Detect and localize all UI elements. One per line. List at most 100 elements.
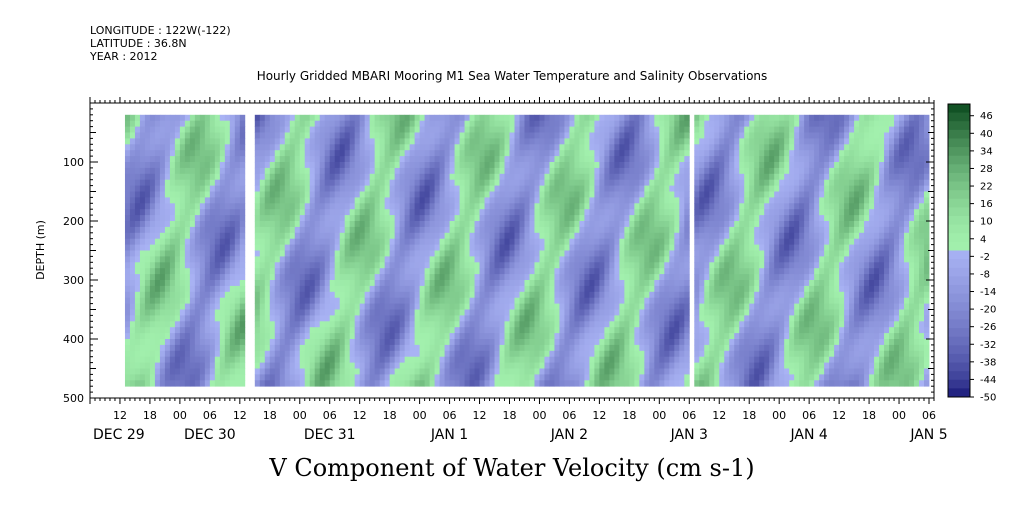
heat-cell <box>139 138 146 145</box>
heat-cell <box>454 114 460 122</box>
heat-cell <box>369 144 376 151</box>
heat-cell <box>664 291 670 299</box>
heat-cell <box>559 132 565 139</box>
heat-cell <box>404 262 411 269</box>
heat-cell <box>509 344 515 352</box>
heat-cell <box>559 167 565 175</box>
heat-cell <box>454 374 460 381</box>
heat-cell <box>629 173 635 181</box>
heat-cell <box>564 344 570 352</box>
heat-cell <box>434 327 440 334</box>
heat-cell <box>549 244 555 251</box>
heat-cell <box>179 114 186 122</box>
heat-cell <box>179 327 186 334</box>
heat-cell <box>329 167 336 175</box>
heat-cell <box>329 350 336 358</box>
heat-cell <box>554 144 560 151</box>
heat-cell <box>149 150 156 157</box>
heat-cell <box>519 162 525 169</box>
heat-cell <box>254 120 261 127</box>
heat-cell <box>254 162 261 169</box>
heat-cell <box>184 268 191 275</box>
heat-cell <box>624 274 630 281</box>
heat-cell <box>544 256 550 263</box>
heat-cell <box>484 309 490 316</box>
heat-cell <box>584 256 590 263</box>
heat-cell <box>144 274 151 281</box>
heat-cell <box>614 244 620 251</box>
heat-cell <box>229 179 236 186</box>
heat-cell <box>264 309 271 316</box>
heat-cell <box>349 315 356 322</box>
heat-cell <box>379 150 386 157</box>
heat-cell <box>239 368 246 375</box>
heat-cell <box>389 185 396 192</box>
heat-cell <box>574 197 580 204</box>
heat-cell <box>134 309 141 316</box>
heat-cell <box>559 126 565 133</box>
heat-cell <box>479 185 485 192</box>
heat-cell <box>514 303 520 310</box>
heat-cell <box>579 167 585 175</box>
heat-cell <box>359 321 366 328</box>
heat-cell <box>179 315 186 322</box>
heat-cell <box>644 268 650 275</box>
heat-cell <box>439 185 445 192</box>
heat-cell <box>489 238 495 245</box>
heat-cell <box>664 303 670 310</box>
heat-cell <box>549 327 555 334</box>
heat-cell <box>239 203 246 210</box>
heat-cell <box>449 380 455 387</box>
heat-cell <box>439 344 445 352</box>
heat-cell <box>554 344 560 352</box>
heat-cell <box>139 344 146 352</box>
heat-cell <box>154 232 161 240</box>
heat-cell <box>359 226 366 234</box>
heat-cell <box>644 167 650 175</box>
heat-cell <box>324 173 331 181</box>
heat-cell <box>409 179 416 186</box>
heat-cell <box>624 191 630 198</box>
heat-cell <box>569 268 575 275</box>
heat-cell <box>324 339 331 346</box>
heat-cell <box>469 350 475 358</box>
heat-cell <box>139 156 146 163</box>
heat-cell <box>674 156 680 163</box>
heat-cell <box>194 280 201 287</box>
heat-cell <box>464 380 470 387</box>
heat-cell <box>479 333 485 340</box>
heat-cell <box>444 173 450 181</box>
heat-cell <box>429 344 435 352</box>
heat-cell <box>334 138 341 145</box>
heat-cell <box>629 244 635 251</box>
heat-cell <box>534 114 540 122</box>
heat-cell <box>444 156 450 163</box>
heat-cell <box>384 362 391 369</box>
heat-cell <box>434 344 440 352</box>
heat-cell <box>379 126 386 133</box>
heat-cell <box>474 374 480 381</box>
heat-cell <box>204 368 211 375</box>
heat-cell <box>394 280 401 287</box>
heat-cell <box>584 232 590 240</box>
heat-cell <box>149 185 156 192</box>
heat-cell <box>449 185 455 192</box>
heat-cell <box>164 120 171 127</box>
heat-cell <box>619 221 625 228</box>
heat-cell <box>604 374 610 381</box>
heat-cell <box>274 197 281 204</box>
heat-cell <box>359 221 366 228</box>
heat-cell <box>444 297 450 304</box>
heat-cell <box>454 138 460 145</box>
heat-cell <box>584 132 590 139</box>
heat-cell <box>654 350 660 358</box>
heat-cell <box>449 374 455 381</box>
heat-cell <box>659 179 665 186</box>
heat-cell <box>159 126 166 133</box>
heat-cell <box>269 327 276 334</box>
heat-cell <box>579 362 585 369</box>
heat-cell <box>614 162 620 169</box>
heat-cell <box>494 350 500 358</box>
heat-cell <box>184 362 191 369</box>
heat-cell <box>344 368 351 375</box>
